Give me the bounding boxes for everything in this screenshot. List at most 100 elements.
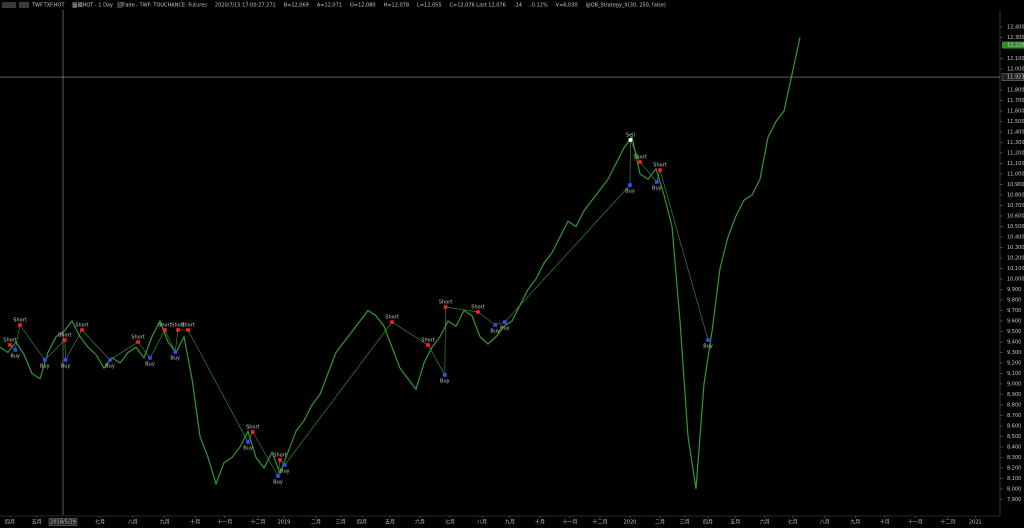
x-tick-label: 十月: [190, 519, 200, 526]
y-tick-label: 11,100: [1007, 161, 1024, 167]
y-tick-label: 10,300: [1007, 245, 1024, 251]
y-tick-label: 11,000: [1007, 171, 1024, 177]
trade-label: Buy: [243, 445, 253, 451]
header-text: -0.12%: [530, 3, 548, 9]
y-tick-label: 10,600: [1007, 213, 1024, 219]
crosshair-date-label: 2018/5/29: [50, 520, 76, 526]
trade-label: Buy: [500, 326, 510, 332]
x-tick-label: 十一月: [562, 519, 577, 526]
y-tick-label: 11,500: [1007, 119, 1024, 125]
trade-marker: [283, 463, 287, 467]
trade-marker: [176, 328, 180, 332]
trade-marker: [443, 305, 448, 309]
y-tick-label: 10,200: [1007, 255, 1024, 261]
x-tick-label: 七月: [445, 519, 455, 526]
y-tick-label: 10,000: [1007, 276, 1024, 282]
trade-label: Short: [471, 304, 484, 310]
x-tick-label: 九月: [160, 519, 170, 526]
trade-marker: [43, 358, 47, 362]
toolbar-button[interactable]: [117, 2, 122, 8]
trade-label: Buy: [145, 361, 155, 367]
trade-label: Sell: [626, 132, 635, 138]
trade-label: Buy: [40, 363, 50, 369]
trade-marker: [18, 323, 22, 327]
y-tick-label: 9,300: [1007, 350, 1021, 356]
toolbar-button[interactable]: [2, 2, 16, 8]
header-text: TWF.TXF.HOT: [31, 3, 65, 9]
trade-marker: [278, 458, 282, 462]
trade-label: Buy: [625, 189, 635, 195]
x-tick-label: 二月: [655, 520, 665, 526]
trade-label: Short: [158, 323, 171, 329]
y-tick-label: 10,100: [1007, 266, 1024, 272]
x-tick-label: 2019: [278, 520, 291, 526]
y-tick-label: 8,500: [1007, 434, 1021, 440]
trade-label: Short: [75, 323, 88, 329]
trade-marker: [8, 343, 12, 347]
trade-marker: [148, 356, 152, 360]
y-tick-label: 11,300: [1007, 140, 1024, 146]
x-tick-label: 九月: [505, 519, 515, 526]
x-tick-label: 十二月: [592, 519, 607, 526]
trade-label: Short: [13, 317, 26, 323]
y-tick-label: 12,400: [1007, 25, 1024, 31]
trade-marker: [251, 430, 255, 434]
y-tick-label: 9,200: [1007, 360, 1021, 366]
trade-marker: [80, 328, 84, 332]
trade-label: Buy: [105, 363, 115, 369]
trade-marker: [628, 138, 633, 142]
x-tick-label: 八月: [820, 520, 830, 526]
trade-path: [9, 139, 709, 477]
x-tick-label: 2021: [969, 520, 982, 526]
toolbar-button[interactable]: [72, 2, 77, 8]
header-text: @國HOT - 1 Day: [73, 3, 113, 9]
trade-label: Short: [181, 323, 194, 329]
crosshair-date-box: [48, 518, 78, 526]
x-tick-label: 五月: [32, 520, 42, 526]
y-tick-label: 8,200: [1007, 465, 1021, 471]
trade-label: Buy: [280, 468, 290, 474]
trade-marker: [706, 338, 710, 342]
trade-label: Short: [131, 334, 144, 340]
y-tick-label: 8,000: [1007, 486, 1021, 492]
trade-marker: [655, 180, 659, 184]
trade-label: Short: [421, 338, 434, 344]
toolbar-button[interactable]: [19, 2, 29, 8]
trade-label: Short: [273, 452, 286, 458]
x-tick-label: 九月: [850, 519, 860, 526]
x-tick-label: 三月: [680, 520, 690, 526]
y-tick-label: 10,700: [1007, 203, 1024, 209]
x-tick-label: 八月: [477, 520, 487, 526]
header-text: @QB_Strategy_X(30, 250, false): [586, 3, 666, 9]
trade-marker: [503, 320, 507, 324]
trade-label: Buy: [652, 185, 662, 191]
trade-label: Short: [246, 424, 259, 430]
x-tick-label: 十二月: [940, 519, 955, 526]
x-tick-label: 五月: [730, 520, 740, 526]
x-tick-label: 三月: [336, 520, 346, 526]
y-tick-label: 11,400: [1007, 129, 1024, 135]
y-tick-label: 12,000: [1007, 66, 1024, 72]
y-tick-label: 8,600: [1007, 423, 1021, 429]
y-tick-label: 10,500: [1007, 224, 1024, 230]
trade-marker: [390, 320, 394, 324]
y-tick-label: 7,900: [1007, 497, 1021, 503]
last-price-box: [1002, 41, 1024, 49]
y-tick-label: 8,800: [1007, 402, 1021, 408]
x-tick-label: 十月: [880, 519, 890, 526]
header-text: Trade - TWF: TOUCHANCE: Futures: [120, 3, 207, 9]
y-tick-label: 8,900: [1007, 392, 1021, 398]
trade-marker: [13, 348, 17, 352]
trade-marker: [63, 358, 68, 362]
trade-marker: [136, 340, 140, 344]
y-tick-label: 9,700: [1007, 308, 1021, 314]
header-text: L=12,055: [417, 3, 441, 9]
trade-label: Short: [58, 332, 71, 338]
y-tick-label: 10,800: [1007, 192, 1024, 198]
last-price-label: 12,228: [1007, 43, 1024, 49]
trade-label: Buy: [170, 355, 180, 361]
y-tick-label: 8,100: [1007, 476, 1021, 482]
x-tick-label: 十月: [535, 519, 545, 526]
